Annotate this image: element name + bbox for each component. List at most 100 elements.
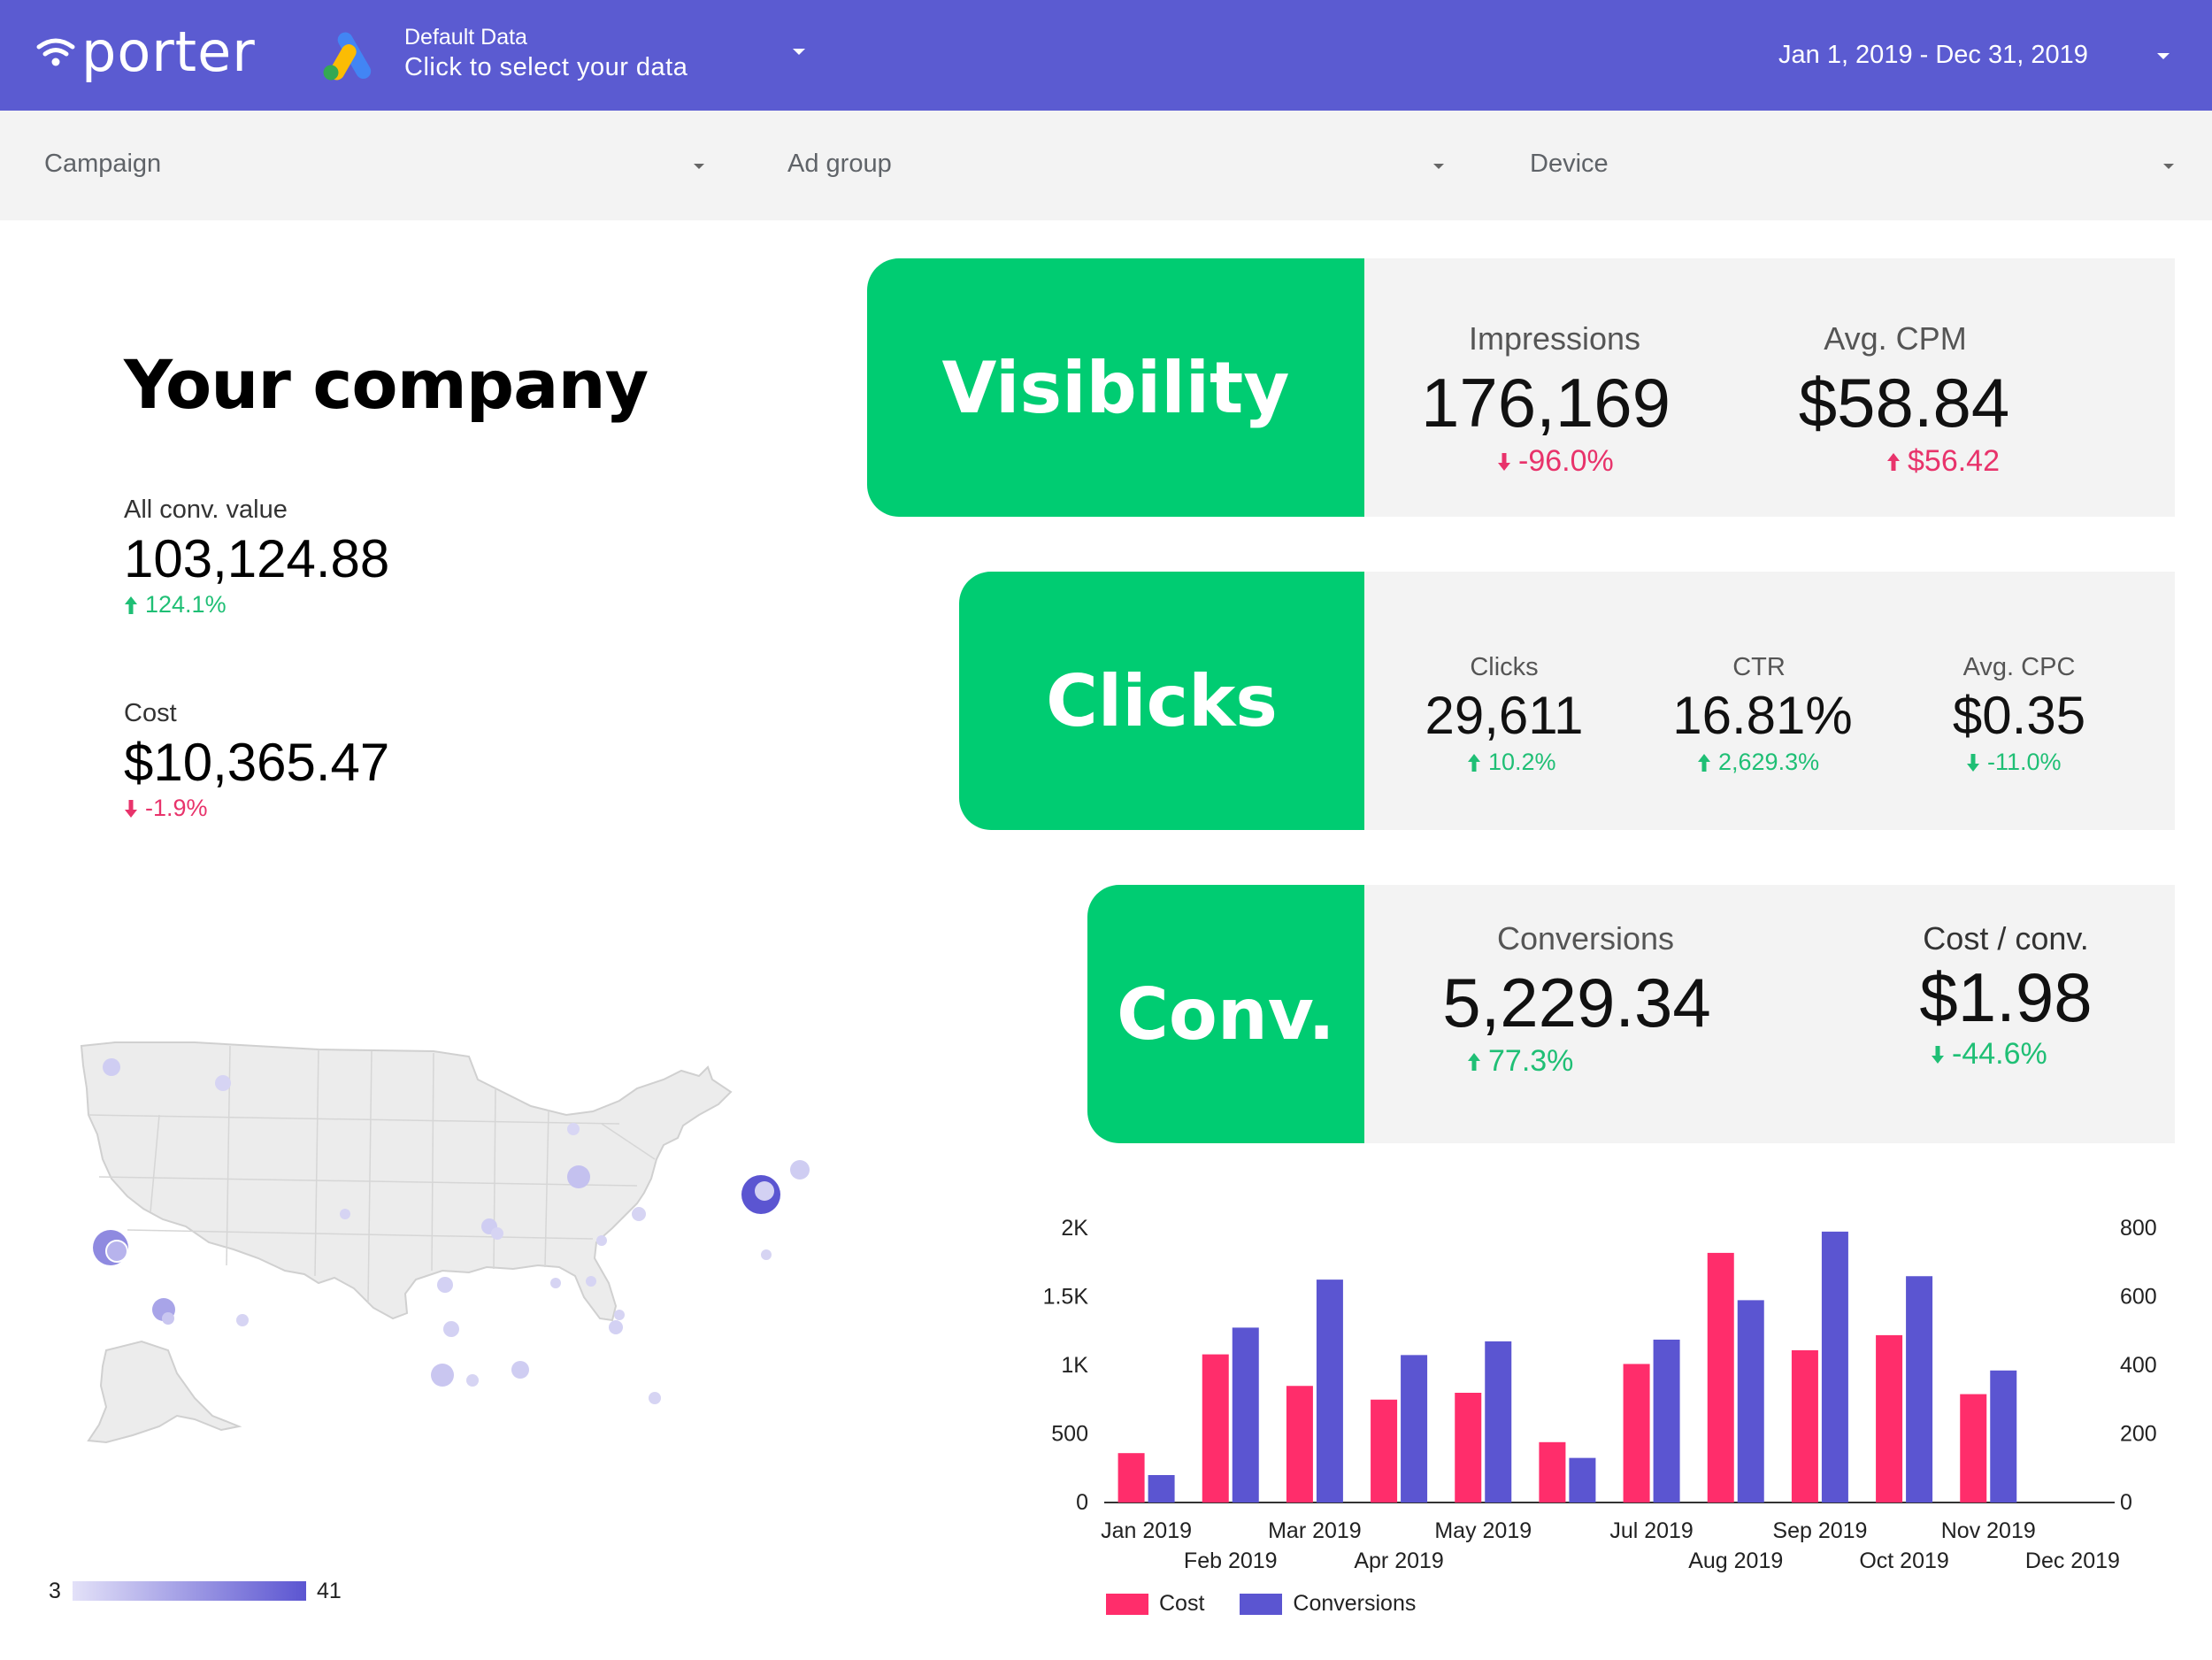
conversions-bar [1148,1475,1175,1502]
avg-cpc-delta: -11.0% [1966,749,2062,776]
conversions-label: Conversions [1496,920,1675,957]
cost-bar [1707,1252,1734,1502]
arrow-down-icon [1967,753,1979,772]
clicks-value: 29,611 [1425,686,1584,745]
cost-delta: -1.9% [124,795,208,822]
cost-bar [1623,1364,1650,1502]
cost-per-conv-label: Cost / conv. [1923,920,2089,957]
ctr-delta: 2,629.3% [1697,749,1819,776]
date-range-dropdown-icon[interactable] [2157,53,2170,59]
cost-bar [1791,1349,1818,1502]
arrow-up-icon [1887,452,1900,471]
x-axis-tick: Nov 2019 [1941,1518,2036,1543]
ctr-label: CTR [1732,653,1786,681]
visibility-header-box: Visibility [867,258,1364,517]
wifi-logo-icon [36,38,75,66]
right-axis-tick: 0 [2120,1490,2132,1515]
ad-group-filter[interactable]: Ad group [787,111,1444,220]
conversions-value: 5,229.34 [1442,964,1711,1041]
data-source-subtitle[interactable]: Click to select your data [404,53,688,81]
cost-bar [1960,1394,1987,1502]
clicks-title: Clicks [1046,659,1278,742]
ctr-value: 16.81% [1672,686,1853,745]
x-axis-tick: Dec 2019 [2025,1549,2120,1573]
x-axis-tick: Oct 2019 [1859,1549,1948,1573]
delta-text: 10.2% [1488,749,1556,775]
clicks-delta: 10.2% [1467,749,1556,776]
delta-text: -96.0% [1518,444,1614,478]
google-ads-icon[interactable] [320,30,379,81]
avg-cpm-value: $58.84 [1798,364,2010,442]
campaign-filter[interactable]: Campaign [44,111,704,220]
conversions-bar [1737,1300,1764,1502]
x-axis-tick: Jul 2019 [1609,1518,1694,1543]
device-filter[interactable]: Device [1530,111,2174,220]
date-range-picker[interactable]: Jan 1, 2019 - Dec 31, 2019 [1778,41,2088,69]
arrow-down-icon [1498,452,1510,471]
impressions-delta: -96.0% [1497,444,1614,479]
data-source-title[interactable]: Default Data [404,25,527,50]
chevron-down-icon[interactable] [694,164,704,169]
ad-group-filter-label: Ad group [787,150,892,178]
right-axis-tick: 800 [2120,1216,2157,1241]
cost-label: Cost [124,699,177,727]
conversions-bar [1821,1231,1848,1502]
logo-text: porter [81,19,256,84]
arrow-up-icon [1468,753,1480,772]
avg-cpm-delta: $56.42 [1886,444,2000,479]
conv-header-box: Conv. [1087,885,1364,1143]
conversions-bar [1569,1457,1596,1502]
conversions-delta: 77.3% [1467,1044,1573,1079]
all-conv-value-delta: 124.1% [124,591,227,619]
left-axis-tick: 2K [1061,1216,1088,1241]
conversions-legend-label: Conversions [1293,1591,1417,1616]
chevron-down-icon[interactable] [1433,164,1444,169]
x-axis-tick: Jan 2019 [1101,1518,1192,1543]
us-geo-map[interactable] [53,1026,867,1504]
chart-legend: Cost Conversions [1106,1591,1416,1617]
avg-cpc-label: Avg. CPC [1962,653,2076,681]
delta-text: -11.0% [1987,749,2062,775]
campaign-filter-label: Campaign [44,150,162,178]
conversions-legend-swatch [1240,1593,1283,1615]
state-borders [88,1045,656,1303]
porter-logo[interactable]: porter [35,16,256,87]
filter-bar: Campaign Ad group Device [0,111,2212,220]
delta-text: 124.1% [145,591,227,618]
cost-bar [1202,1354,1229,1502]
cost-per-conv-value: $1.98 [1919,958,2093,1036]
cost-bar [1455,1393,1482,1502]
avg-cpm-label: Avg. CPM [1824,320,1967,357]
x-axis-tick: May 2019 [1434,1518,1532,1543]
conversions-bar [1401,1355,1428,1502]
conversions-bar [1316,1280,1343,1502]
delta-text: -44.6% [1952,1037,2047,1071]
x-axis-tick: Aug 2019 [1688,1549,1783,1573]
right-axis-tick: 400 [2120,1353,2157,1378]
arrow-up-icon [1698,753,1710,772]
right-axis-tick: 600 [2120,1285,2157,1310]
cost-bar [1539,1441,1566,1502]
company-title: Your company [124,345,649,424]
impressions-label: Impressions [1468,320,1641,357]
cost-conversions-bar-chart[interactable]: 0 500 1K 1.5K 2K 0 200 400 600 800 Jan 2019 Feb 201… [1026,1203,2212,1628]
cost-legend-swatch [1106,1593,1148,1615]
impressions-value: 176,169 [1421,364,1671,442]
visibility-metrics-panel: Impressions 176,169 -96.0% Avg. CPM $58.… [1364,258,2175,517]
arrow-down-icon [1932,1045,1944,1064]
avg-cpc-value: $0.35 [1952,686,2086,745]
visibility-title: Visibility [941,346,1290,429]
chevron-down-icon[interactable] [2163,164,2174,169]
delta-text: $56.42 [1908,444,2000,478]
x-axis-tick: Mar 2019 [1268,1518,1362,1543]
conversions-bar [1906,1276,1933,1502]
arrow-down-icon [125,799,137,818]
arrow-up-icon [125,596,137,614]
conversions-bar [1990,1370,2017,1502]
map-legend-max: 41 [317,1579,342,1603]
conversions-bar [1232,1327,1259,1502]
data-source-dropdown-icon[interactable] [793,49,805,55]
cost-bar [1876,1334,1903,1502]
conversions-bar [1485,1341,1512,1502]
all-conv-value-label: All conv. value [124,496,288,524]
